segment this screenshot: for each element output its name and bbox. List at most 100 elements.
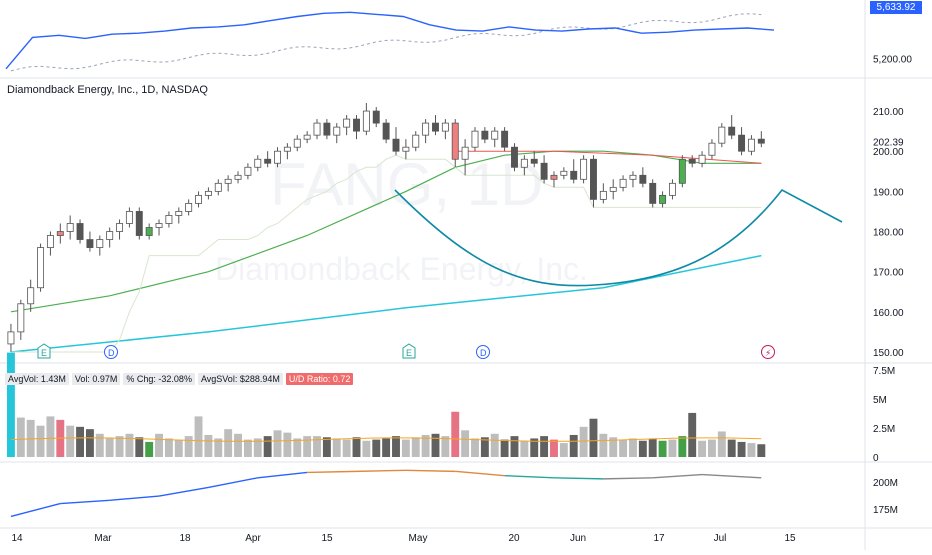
volume-bar: [401, 439, 410, 457]
volume-bar: [500, 439, 509, 457]
candle-body: [649, 182, 657, 204]
rs-line: [5, 11, 775, 70]
volume-bar: [313, 436, 321, 457]
candle-body: [619, 178, 627, 188]
dollar-vol-line: [553, 477, 604, 480]
candle-body: [145, 227, 153, 236]
candle-body: [481, 130, 489, 140]
volume-bar: [174, 439, 183, 457]
candle-body: [283, 146, 291, 152]
candle-body: [27, 287, 35, 305]
volume-bar: [392, 436, 400, 457]
volume-bar: [293, 438, 302, 457]
dollar-vol-line: [307, 470, 357, 474]
volume-bar: [480, 437, 489, 457]
volume-bar: [16, 417, 25, 457]
candle-body: [264, 158, 272, 164]
volume-bar: [6, 352, 15, 457]
volume-bar: [145, 441, 154, 457]
volume-bar: [658, 440, 667, 457]
volume-bar: [322, 437, 331, 457]
dollar-vol-line: [257, 471, 308, 479]
time-axis-label: 20: [508, 533, 520, 544]
dollar-vol-line: [603, 477, 653, 480]
volume-bar: [619, 439, 628, 457]
candle-body: [185, 203, 193, 212]
volume-bar: [688, 412, 697, 457]
volume-bar: [569, 434, 578, 457]
volume-bar: [85, 429, 94, 457]
volume-bar: [204, 434, 213, 457]
volume-bar: [342, 439, 351, 457]
time-axis-label: Jun: [570, 533, 586, 544]
volume-bar: [283, 432, 292, 457]
volume-bar: [737, 441, 746, 457]
volume-axis-label: 2.5M: [873, 424, 895, 435]
last-price-bg: [866, 134, 914, 148]
volume-bar: [46, 416, 55, 457]
candle-body: [550, 174, 558, 180]
volume-bar: [490, 433, 499, 457]
candle-body: [590, 158, 597, 200]
candle-body: [511, 146, 518, 168]
candle-body: [224, 178, 232, 184]
candle-body: [422, 122, 430, 136]
volume-bar: [431, 433, 440, 457]
candle-body: [441, 122, 449, 132]
candle-body: [274, 150, 281, 164]
volume-bar: [668, 439, 677, 457]
time-axis-label: Apr: [245, 533, 261, 544]
volume-bar: [579, 426, 588, 457]
dollar-vol-line: [10, 502, 61, 518]
volume-bar: [243, 439, 252, 457]
candle-body: [718, 126, 726, 144]
volume-bar: [155, 433, 163, 457]
volume-bar: [194, 416, 203, 457]
volume-stat-chip: % Chg: -32.08%: [123, 373, 195, 385]
symbol-title: Diamondback Energy, Inc., 1D, NASDAQ: [7, 84, 208, 96]
volume-bar: [164, 438, 173, 457]
candle-body: [313, 122, 321, 136]
time-axis-label: 18: [179, 533, 191, 544]
event-marker-label: D: [108, 348, 115, 358]
volume-bar: [717, 431, 726, 457]
candle-body: [461, 146, 469, 160]
candle-body: [244, 166, 252, 176]
candle-body: [599, 190, 607, 200]
volume-bar: [638, 440, 647, 457]
volume-bar: [530, 438, 539, 457]
event-marker-label: D: [480, 348, 487, 358]
volume-bar: [559, 443, 568, 457]
candle-body: [165, 215, 173, 224]
volume-bar: [125, 433, 134, 457]
volume-bar: [382, 438, 391, 457]
dollar-vol-line: [702, 473, 762, 479]
dollar-vol-line: [208, 477, 258, 489]
cup-pattern-drawing: [394, 188, 843, 287]
earnings-marker: [37, 343, 51, 359]
dollar-vol-axis-label: 200M: [873, 478, 898, 489]
volume-bar: [510, 436, 519, 457]
candle-body: [530, 158, 538, 164]
volume-bar: [36, 425, 45, 457]
candle-body: [46, 235, 54, 248]
volume-bar: [95, 433, 104, 457]
volume-axis-label: 0: [873, 453, 879, 464]
ma-stair-line: [10, 154, 762, 353]
candle-body: [37, 247, 45, 289]
volume-bar: [540, 436, 549, 457]
volume-bar: [550, 439, 558, 457]
time-axis-label: 17: [653, 533, 665, 544]
volume-bar: [115, 436, 124, 457]
candle-body: [254, 158, 262, 168]
volume-bar: [66, 425, 75, 457]
time-axis-label: May: [409, 533, 428, 544]
volume-average-line: [10, 437, 762, 442]
candle-body: [708, 142, 716, 156]
candle-body: [668, 182, 676, 196]
volume-bar: [352, 437, 361, 457]
candle-body: [116, 223, 124, 232]
volume-bar: [135, 437, 144, 457]
candle-body: [372, 110, 380, 124]
